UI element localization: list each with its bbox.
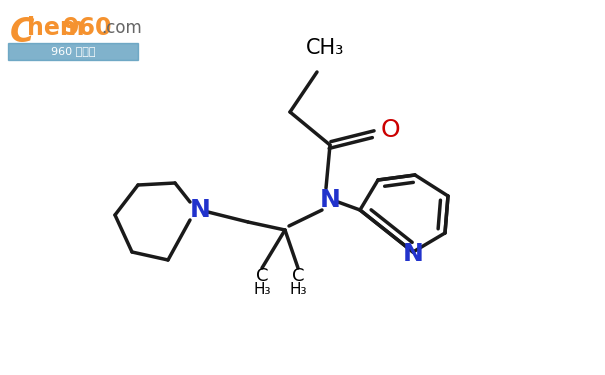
Text: .com: .com: [101, 19, 142, 37]
Text: H₃: H₃: [253, 282, 271, 297]
Text: CH₃: CH₃: [306, 38, 344, 58]
Text: N: N: [189, 198, 211, 222]
Text: 960 化工网: 960 化工网: [51, 46, 95, 56]
Text: O: O: [380, 118, 400, 142]
Text: 960: 960: [63, 16, 113, 40]
Text: H₃: H₃: [289, 282, 307, 297]
Text: C: C: [10, 15, 34, 48]
Text: N: N: [402, 242, 424, 266]
Text: C: C: [292, 267, 304, 285]
Text: N: N: [319, 188, 341, 212]
Text: hem: hem: [27, 16, 85, 40]
Bar: [8, 43, 138, 60]
Text: C: C: [256, 267, 268, 285]
